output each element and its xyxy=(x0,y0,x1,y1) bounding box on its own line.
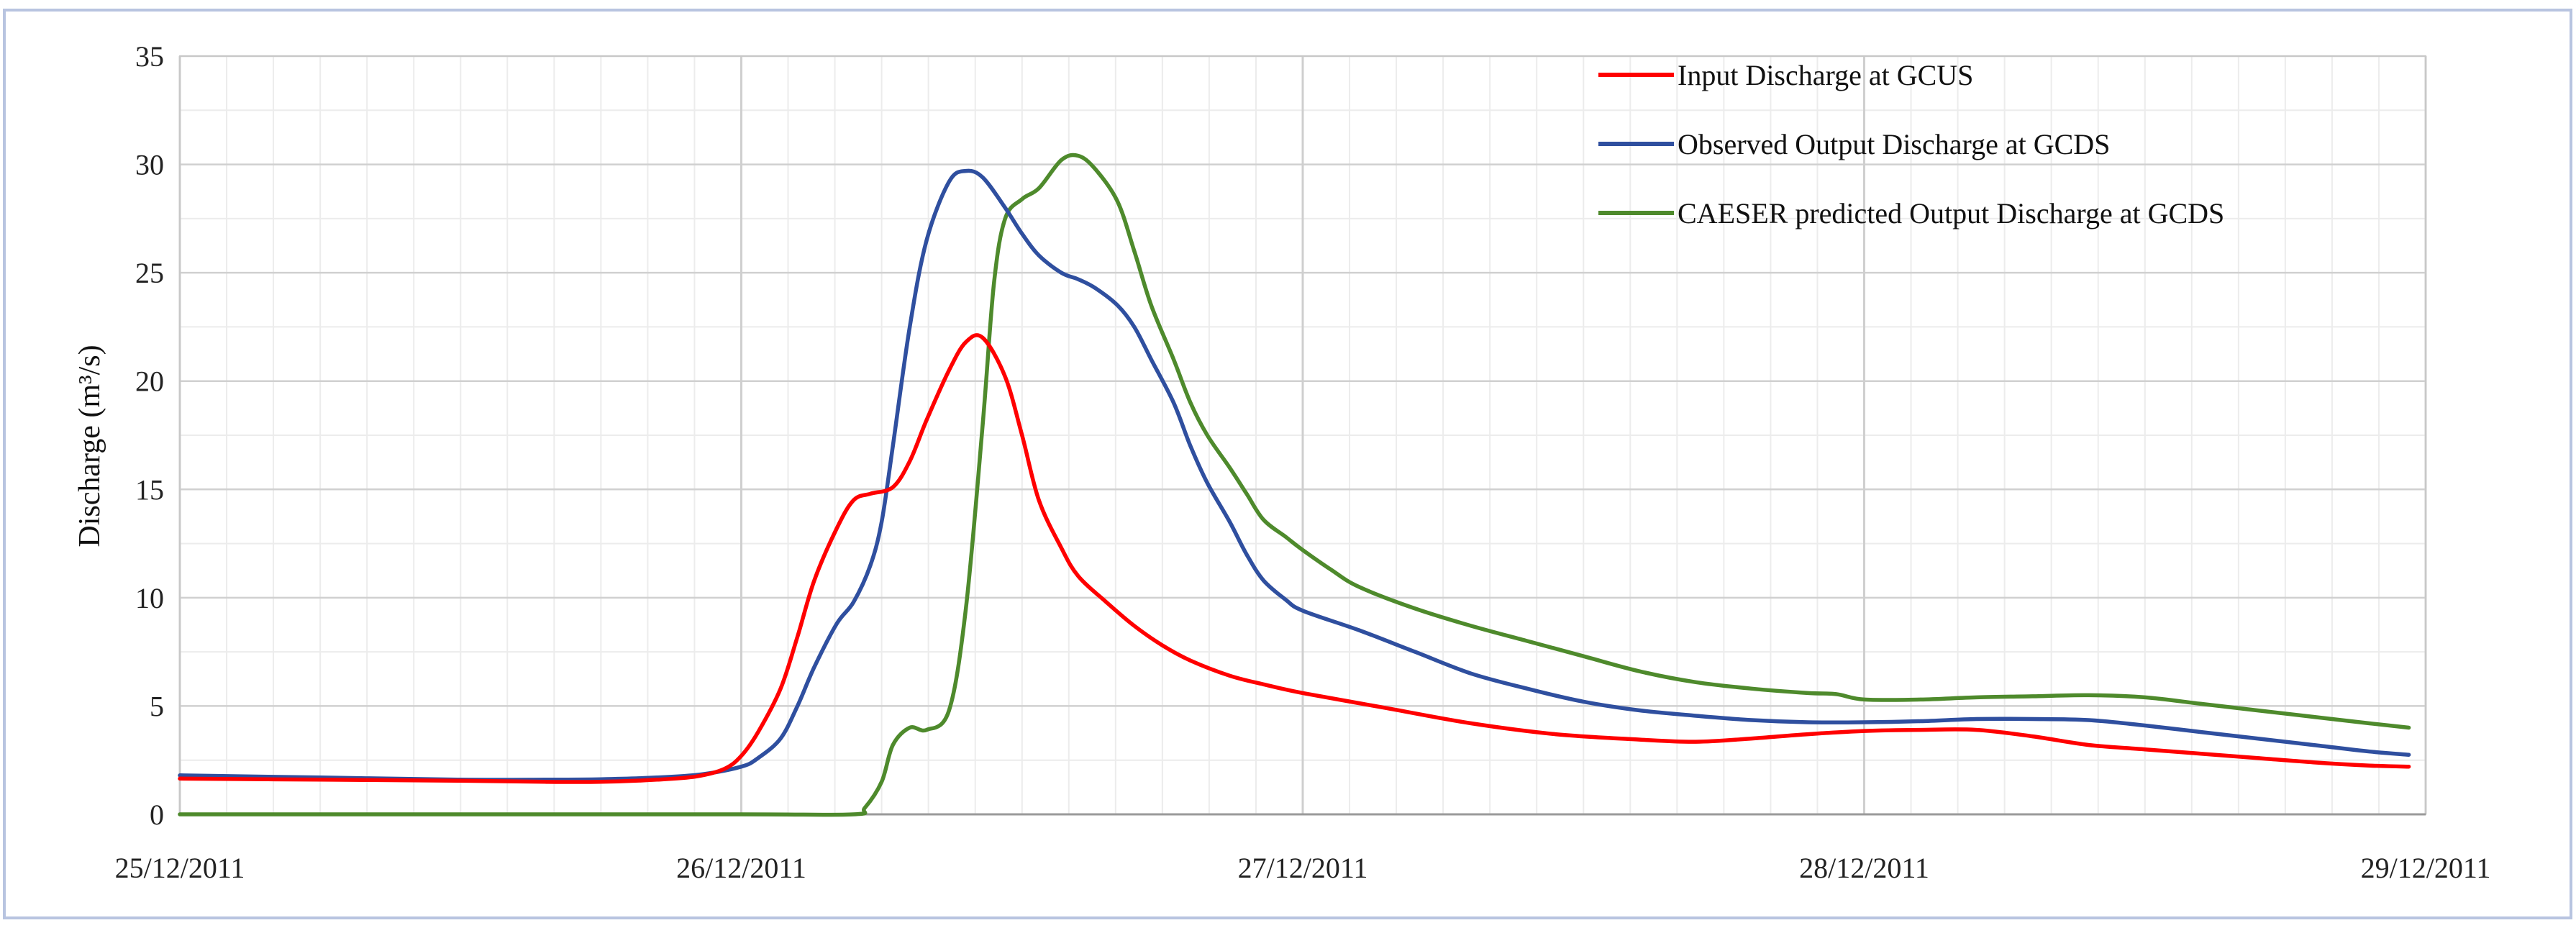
legend-label-input-discharge-at-gcus: Input Discharge at GCUS xyxy=(1678,59,1973,91)
y-tick-label: 5 xyxy=(150,690,164,722)
figure-border xyxy=(3,9,2572,919)
x-tick-label: 29/12/2011 xyxy=(2361,852,2491,884)
y-tick-label: 20 xyxy=(135,365,164,398)
x-tick-label: 27/12/2011 xyxy=(1238,852,1368,884)
y-tick-label: 0 xyxy=(150,799,164,831)
x-tick-label: 25/12/2011 xyxy=(115,852,245,884)
legend-label-observed-output-discharge-at-gcds: Observed Output Discharge at GCDS xyxy=(1678,128,2110,160)
series-lines xyxy=(178,153,2411,817)
y-tick-label: 15 xyxy=(135,473,164,506)
legend: Input Discharge at GCUS Observed Output D… xyxy=(1598,59,2224,229)
x-tick-label: 26/12/2011 xyxy=(676,852,806,884)
y-axis-title: Discharge (m³/s) xyxy=(73,345,106,547)
series-line-observed-output-discharge-at-gcds xyxy=(178,168,2411,782)
series-line-caeser-predicted-output-discharge-at-gcds xyxy=(178,153,2411,817)
legend-label-caeser-predicted-output-discharge-at-gcds: CAESER predicted Output Discharge at GCD… xyxy=(1678,197,2224,229)
tick-labels: 0 5 10 15 20 25 30 35 25/12/2011 26/12/2011 27/12/… xyxy=(115,40,2491,884)
y-tick-label: 30 xyxy=(135,149,164,181)
y-tick-label: 35 xyxy=(135,40,164,73)
series-line-input-discharge-at-gcus xyxy=(178,333,2411,784)
x-tick-label: 28/12/2011 xyxy=(1799,852,1929,884)
y-tick-label: 25 xyxy=(135,257,164,289)
y-tick-label: 10 xyxy=(135,582,164,614)
